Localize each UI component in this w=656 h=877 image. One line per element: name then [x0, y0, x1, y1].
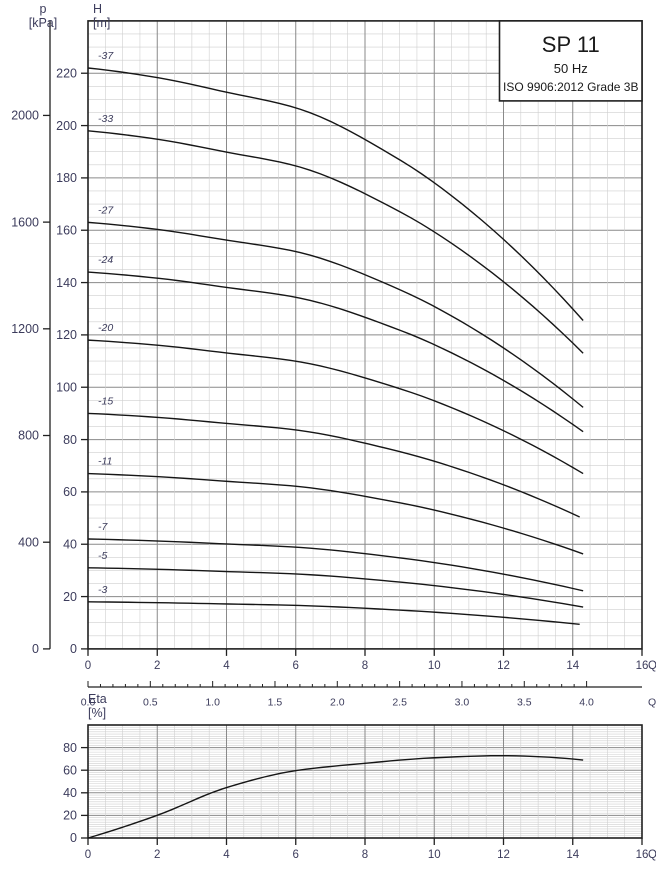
- svg-text:80: 80: [63, 741, 77, 755]
- svg-text:-33: -33: [98, 113, 113, 125]
- svg-text:6: 6: [293, 849, 299, 861]
- svg-text:0: 0: [85, 660, 91, 672]
- svg-text:[m]: [m]: [93, 16, 110, 30]
- svg-text:400: 400: [18, 535, 39, 549]
- svg-text:ISO 9906:2012 Grade 3B: ISO 9906:2012 Grade 3B: [503, 80, 638, 94]
- svg-text:4: 4: [223, 849, 230, 861]
- svg-text:[%]: [%]: [88, 706, 106, 720]
- svg-text:Q [m³/h]: Q [m³/h]: [648, 849, 656, 861]
- svg-text:16: 16: [636, 660, 649, 672]
- svg-text:0: 0: [32, 642, 39, 656]
- svg-text:220: 220: [56, 66, 77, 80]
- svg-text:-27: -27: [98, 204, 114, 216]
- svg-text:20: 20: [63, 809, 77, 823]
- svg-text:Eta: Eta: [88, 692, 107, 706]
- svg-text:120: 120: [56, 328, 77, 342]
- svg-text:-3: -3: [98, 584, 107, 596]
- svg-text:4.0: 4.0: [579, 697, 594, 709]
- svg-text:H: H: [93, 2, 102, 16]
- svg-text:12: 12: [497, 660, 510, 672]
- svg-text:16: 16: [636, 849, 649, 861]
- svg-text:80: 80: [63, 433, 77, 447]
- svg-text:60: 60: [63, 763, 77, 777]
- svg-text:[kPa]: [kPa]: [29, 16, 58, 30]
- svg-text:8: 8: [362, 849, 368, 861]
- svg-text:-11: -11: [98, 456, 112, 468]
- svg-text:800: 800: [18, 429, 39, 443]
- svg-text:SP 11: SP 11: [542, 32, 600, 57]
- svg-text:0.5: 0.5: [143, 697, 158, 709]
- svg-text:-7: -7: [98, 521, 108, 533]
- svg-text:2000: 2000: [11, 109, 39, 123]
- svg-text:1200: 1200: [11, 322, 39, 336]
- svg-text:Q [l/s]: Q [l/s]: [648, 697, 656, 709]
- svg-text:Q [m³/h]: Q [m³/h]: [648, 660, 656, 672]
- svg-text:-20: -20: [98, 322, 113, 334]
- svg-text:40: 40: [63, 537, 77, 551]
- svg-text:3.5: 3.5: [517, 697, 532, 709]
- svg-text:180: 180: [56, 171, 77, 185]
- svg-text:8: 8: [362, 660, 368, 672]
- svg-text:0: 0: [70, 831, 77, 845]
- svg-text:3.0: 3.0: [455, 697, 470, 709]
- svg-text:-37: -37: [98, 50, 114, 62]
- svg-text:-24: -24: [98, 254, 113, 266]
- svg-text:14: 14: [566, 660, 579, 672]
- svg-text:2: 2: [154, 660, 160, 672]
- svg-text:12: 12: [497, 849, 510, 861]
- svg-text:100: 100: [56, 380, 77, 394]
- svg-text:1.5: 1.5: [268, 697, 283, 709]
- svg-text:-15: -15: [98, 395, 113, 407]
- svg-text:10: 10: [428, 849, 441, 861]
- svg-text:140: 140: [56, 276, 77, 290]
- svg-text:40: 40: [63, 786, 77, 800]
- svg-text:160: 160: [56, 223, 77, 237]
- svg-text:14: 14: [566, 849, 579, 861]
- svg-text:-5: -5: [98, 550, 107, 562]
- svg-text:2.0: 2.0: [330, 697, 345, 709]
- svg-text:2.5: 2.5: [392, 697, 407, 709]
- svg-text:20: 20: [63, 590, 77, 604]
- svg-text:2: 2: [154, 849, 160, 861]
- svg-text:50 Hz: 50 Hz: [554, 61, 588, 76]
- svg-text:4: 4: [223, 660, 230, 672]
- svg-text:200: 200: [56, 119, 77, 133]
- svg-text:60: 60: [63, 485, 77, 499]
- svg-text:6: 6: [293, 660, 299, 672]
- svg-text:p: p: [40, 2, 47, 16]
- svg-text:1600: 1600: [11, 215, 39, 229]
- svg-text:0: 0: [85, 849, 91, 861]
- svg-text:1.0: 1.0: [205, 697, 220, 709]
- svg-text:10: 10: [428, 660, 441, 672]
- svg-text:0: 0: [70, 642, 77, 656]
